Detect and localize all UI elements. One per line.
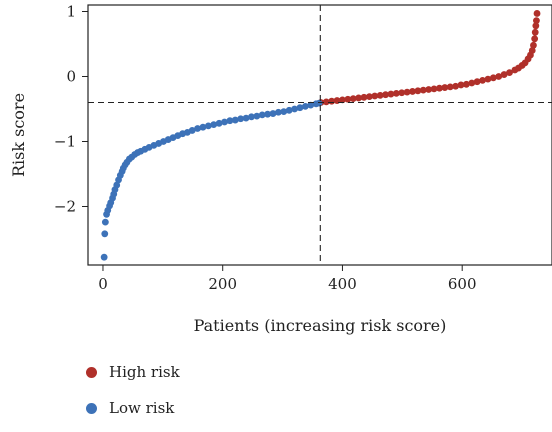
low-risk-point xyxy=(194,125,201,132)
x-tick-label: 200 xyxy=(208,275,237,293)
high-risk-point xyxy=(403,88,411,96)
low-risk-point xyxy=(264,110,272,118)
legend-label-high-risk: High risk xyxy=(109,363,180,381)
y-tick-label: −2 xyxy=(54,198,76,216)
high-risk-point xyxy=(419,86,427,94)
high-risk-point xyxy=(349,95,357,102)
low-risk-point xyxy=(199,123,207,131)
low-risk-point xyxy=(100,253,108,261)
x-tick-label: 400 xyxy=(328,275,357,293)
high-risk-point xyxy=(533,17,540,24)
low-risk-point xyxy=(101,218,109,226)
plot-frame xyxy=(87,4,552,266)
low-risk-point xyxy=(215,119,223,127)
low-risk-point xyxy=(113,181,121,189)
high-risk-point xyxy=(436,84,443,92)
high-risk-point xyxy=(528,47,536,54)
high-risk-point xyxy=(484,75,492,83)
y-axis-ticks: 1 0 −1 −2 xyxy=(54,3,88,216)
high-risk-point xyxy=(398,89,406,97)
low-risk-point xyxy=(253,112,261,120)
high-risk-point xyxy=(355,94,363,102)
high-risk-point xyxy=(532,22,540,30)
low-risk-point xyxy=(188,127,196,134)
high-risk-point xyxy=(489,74,497,82)
high-risk-point xyxy=(479,77,486,84)
low-risk-point xyxy=(315,99,323,107)
high-risk-point xyxy=(376,91,384,99)
x-tick-label: 0 xyxy=(98,275,108,293)
low-risk-point xyxy=(291,105,298,113)
high-risk-point xyxy=(468,79,476,87)
high-risk-point xyxy=(425,86,433,93)
high-risk-point xyxy=(360,93,368,101)
high-risk-point xyxy=(531,35,539,43)
low-risk-point xyxy=(269,110,277,117)
high-risk-point xyxy=(531,28,539,36)
high-risk-point xyxy=(473,78,481,86)
legend-label-low-risk: Low risk xyxy=(109,399,175,417)
high-risk-point xyxy=(500,71,508,78)
legend-item-high-risk: High risk xyxy=(86,360,180,384)
high-risk-point xyxy=(430,85,438,93)
low-risk-point xyxy=(307,101,315,109)
high-risk-point xyxy=(365,93,373,101)
high-risk-point xyxy=(495,73,503,80)
high-risk-point xyxy=(441,84,449,91)
low-risk-point xyxy=(237,115,245,123)
high-risk-marker-icon xyxy=(86,366,97,378)
high-risk-point xyxy=(387,90,395,98)
x-tick-label: 600 xyxy=(448,275,477,293)
high-risk-point xyxy=(446,83,454,91)
high-risk-point xyxy=(344,95,352,103)
high-risk-point xyxy=(409,88,416,95)
high-risk-point xyxy=(322,98,330,106)
legend-item-low-risk: Low risk xyxy=(86,396,180,420)
x-axis-ticks: 0 200 400 600 xyxy=(98,265,477,293)
legend: High risk Low risk xyxy=(86,360,180,432)
cutoff-lines xyxy=(88,5,552,265)
high-risk-point xyxy=(414,87,422,95)
high-risk-point xyxy=(392,90,400,97)
low-risk-point xyxy=(258,111,266,119)
low-risk-point xyxy=(274,108,282,116)
x-axis-title: Patients (increasing risk score) xyxy=(194,316,447,335)
high-risk-point xyxy=(339,96,346,104)
low-risk-point xyxy=(101,230,109,238)
y-tick-label: 1 xyxy=(66,3,76,21)
y-tick-label: −1 xyxy=(54,133,76,151)
high-risk-point xyxy=(382,91,389,99)
low-risk-point xyxy=(226,117,234,125)
high-risk-point xyxy=(530,41,537,49)
low-risk-point xyxy=(301,103,309,110)
high-risk-point xyxy=(452,82,460,90)
low-risk-point xyxy=(242,114,250,122)
low-risk-point xyxy=(285,106,293,114)
low-risk-point xyxy=(221,118,228,126)
low-risk-point xyxy=(296,104,304,112)
low-risk-point xyxy=(210,121,218,128)
low-risk-point xyxy=(280,108,288,115)
high-risk-point xyxy=(506,69,513,76)
low-risk-marker-icon xyxy=(86,402,97,414)
low-risk-point xyxy=(204,122,212,130)
risk-score-scatter-chart: 0 200 400 600 1 0 −1 −2 Patients (increasing r… xyxy=(9,3,552,335)
high-risk-point xyxy=(371,92,379,100)
high-risk-point xyxy=(457,81,465,89)
y-tick-label: 0 xyxy=(66,68,76,86)
low-risk-point xyxy=(248,113,255,121)
high-risk-point xyxy=(462,80,470,88)
y-axis-title: Risk score xyxy=(9,93,28,177)
low-risk-point xyxy=(231,116,239,124)
high-risk-point xyxy=(533,10,541,17)
